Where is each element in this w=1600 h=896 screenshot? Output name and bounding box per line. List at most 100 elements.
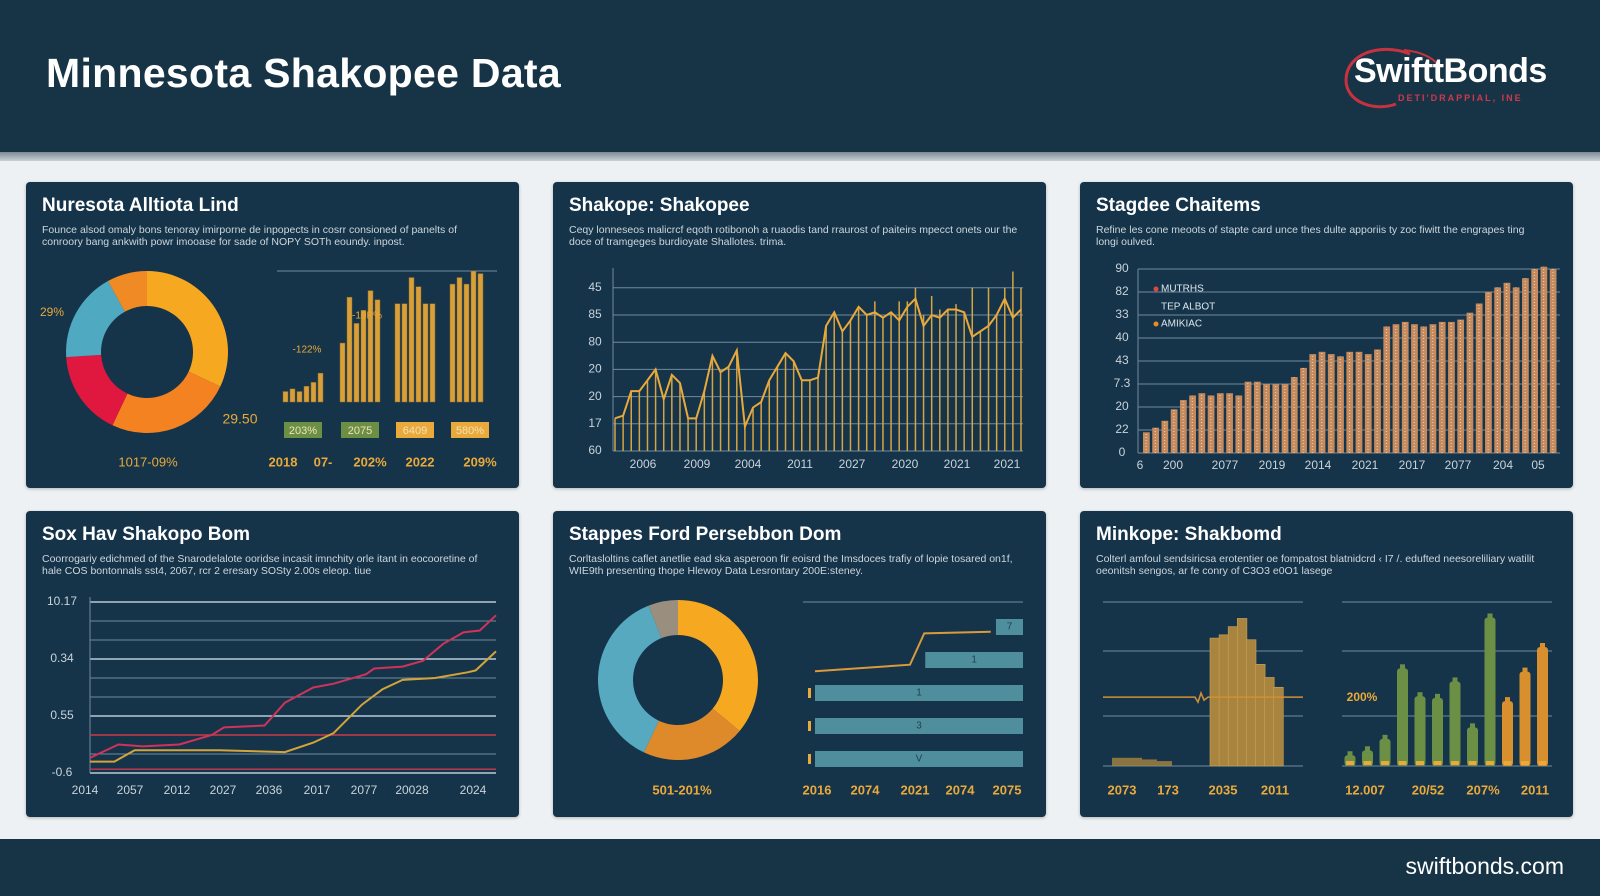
bar-base — [1451, 761, 1459, 765]
bar — [1549, 269, 1557, 453]
bar-base — [1398, 761, 1407, 765]
bar-cap — [1417, 692, 1423, 699]
donut-slice — [66, 354, 128, 426]
panel-title: Nuresota Alltiota Lind — [42, 195, 239, 216]
line-chart: 10.17 0.34 0.55 -0.6 2014 2057 2012 2027 2036 201… — [47, 594, 497, 797]
bar — [1485, 292, 1492, 453]
donut-slice — [112, 371, 221, 433]
y-tick-label: 20 — [588, 362, 602, 376]
legend-marker-icon — [1153, 286, 1159, 292]
bar — [1537, 647, 1548, 766]
website-link[interactable]: swiftbonds.com — [1405, 853, 1564, 879]
x-tick-label: 2027 — [839, 457, 866, 471]
x-tick-label: 2027 — [210, 783, 237, 797]
group-badge-label: 203% — [289, 425, 317, 437]
bar — [1519, 671, 1531, 766]
legend-label: MUTRHS — [1161, 284, 1204, 295]
panel-donut-hbars: Stappes Ford Persebbon Dom Corltasloltin… — [553, 511, 1046, 817]
footer: swiftbonds.com — [0, 839, 1600, 896]
bar — [1179, 400, 1187, 453]
bar — [470, 270, 477, 403]
x-tick-label: 6 — [1137, 458, 1144, 472]
bar — [289, 388, 296, 403]
bar — [1475, 303, 1483, 453]
bar-base — [1416, 761, 1424, 765]
panel-area-bars: Minkope: Shakbomd Colterl amfoul sendsir… — [1080, 511, 1573, 817]
y-tick-label: 0.34 — [50, 651, 74, 665]
panel-title: Sox Hav Shakopo Bom — [42, 524, 250, 545]
bar — [1198, 393, 1206, 453]
bar — [1512, 287, 1520, 453]
hbar-label: V — [916, 754, 923, 765]
donut-bar-chart: 29% 29.50 1017-09% 203% 2075 6409 580% -122% -10… — [40, 270, 497, 469]
bar — [360, 310, 367, 403]
bar — [1355, 351, 1363, 453]
bar-base — [1521, 761, 1529, 765]
bar-base — [1433, 761, 1442, 765]
area-segment — [1227, 626, 1239, 767]
bar — [1429, 324, 1437, 453]
bar — [1364, 354, 1372, 453]
bar-cap — [1522, 667, 1528, 674]
x-tick-label: 2022 — [406, 454, 435, 469]
x-tick-label: 2020 — [892, 457, 919, 471]
hbar — [815, 751, 1023, 767]
series-line — [89, 614, 497, 759]
bar — [429, 303, 436, 403]
y-tick-label: 22 — [1115, 422, 1129, 436]
bar — [282, 391, 289, 403]
donut-slice — [643, 708, 740, 760]
bar-base — [1346, 761, 1354, 765]
bar — [367, 290, 374, 403]
bar — [1327, 354, 1335, 453]
bar-cap — [1400, 664, 1405, 671]
bar — [1346, 351, 1354, 453]
bar — [1411, 324, 1418, 453]
swiftbonds-logo[interactable]: SwifttBonds DETI'DRAPPIAL, INE — [1340, 40, 1570, 112]
bar — [303, 386, 310, 403]
bar — [401, 303, 408, 403]
bar-cap — [1365, 746, 1370, 753]
legend-label: AMIKIAC — [1161, 319, 1202, 330]
x-tick-label: 2014 — [1305, 458, 1332, 472]
bar — [1397, 668, 1408, 766]
logo-name: SwifttBonds — [1354, 52, 1547, 90]
donut-slice — [678, 600, 758, 731]
y-tick-label: 82 — [1115, 284, 1129, 298]
x-tick-label: 173 — [1157, 782, 1179, 797]
hbar-marker — [808, 688, 811, 698]
bar-annotation: -122% — [293, 345, 322, 356]
y-tick-label: 40 — [1115, 330, 1129, 344]
bar-cap — [1435, 693, 1440, 700]
bar-base — [1468, 761, 1477, 765]
donut-label: 29% — [40, 305, 64, 319]
x-tick-label: 05 — [1531, 458, 1545, 472]
bar — [1502, 701, 1513, 766]
bar — [310, 382, 317, 403]
x-tick-label: 2074 — [851, 782, 881, 797]
x-tick-label: 2021 — [944, 457, 971, 471]
y-tick-label: 85 — [588, 307, 602, 321]
group-badge — [284, 422, 322, 438]
bar-chart: 90 82 33 40 43 7.3 20 22 0 MUTRHS TEP ALBOT AMIKIAC… — [1114, 261, 1560, 472]
area-segment — [1142, 759, 1157, 766]
x-tick-label: 2009 — [684, 457, 711, 471]
y-tick-label: 7.3 — [1114, 376, 1131, 390]
bar — [1438, 321, 1446, 453]
panel-line-bars: Shakope: Shakopee Ceqy lonneseos malicrc… — [553, 182, 1046, 488]
x-tick-label: 2004 — [735, 457, 762, 471]
bar — [353, 323, 360, 403]
y-tick-label: 45 — [588, 280, 602, 294]
x-tick-label: 2012 — [164, 783, 191, 797]
bar-cap — [1505, 697, 1510, 704]
panel-description: Ceqy lonneseos malicrcf eqoth rotibonoh … — [569, 224, 1018, 248]
x-tick-label: 2036 — [256, 783, 283, 797]
donut-slice — [147, 271, 228, 387]
bar — [449, 283, 456, 403]
area-segment — [1237, 618, 1248, 767]
panel-description: Colterl amfoul sendsiricsa erotentier oe… — [1096, 553, 1535, 577]
panel-description: Coorrogariy edichmed of the Snarodelalot… — [42, 553, 478, 577]
bar — [296, 391, 303, 403]
y-tick-label: 20 — [1115, 399, 1129, 413]
